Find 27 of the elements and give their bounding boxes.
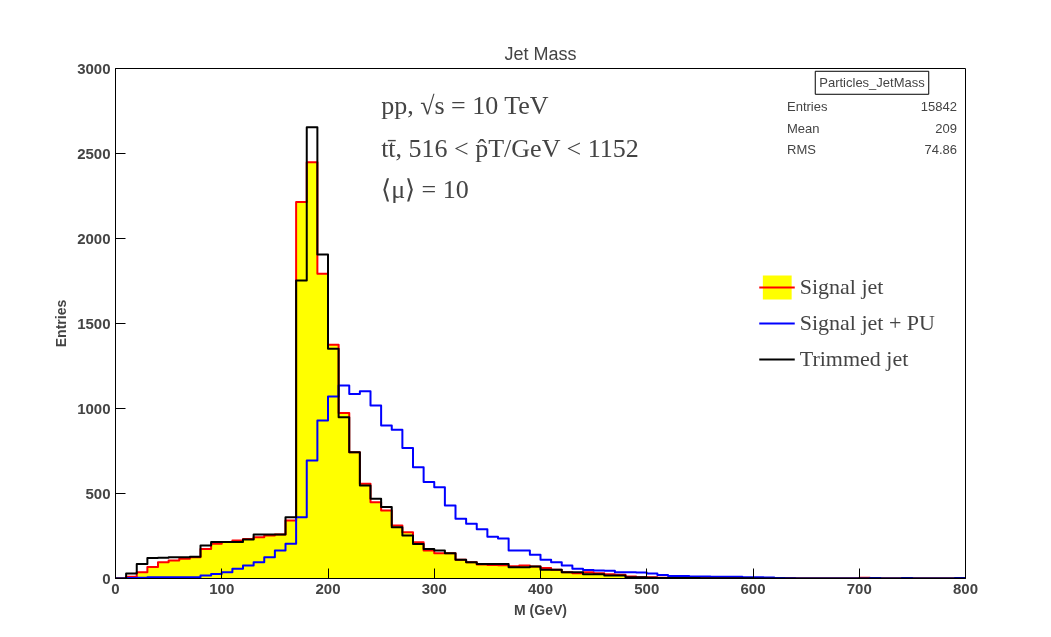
x-tick-label: 200	[315, 579, 341, 597]
annotation: pp, √s = 10 TeV	[381, 91, 549, 121]
annotation: ⟨μ⟩ = 10	[381, 174, 469, 204]
text: Mean 209	[787, 120, 958, 136]
chart-title: Jet Mass	[504, 43, 577, 64]
x-tick-label: 500	[634, 579, 660, 597]
annotation: Particles_JetMass	[819, 75, 926, 91]
text: Entries 15842	[787, 99, 958, 115]
y-axis-title: Entries	[53, 299, 70, 348]
annotation: tt̄, 516 < p̂T/GeV < 1152	[381, 133, 639, 163]
x-tick-label: 600	[740, 579, 766, 597]
x-tick-label: 300	[421, 579, 447, 597]
y-tick-label: 3000	[77, 59, 111, 77]
x-axis-title: M (GeV)	[514, 601, 567, 618]
text: RMS 74.86	[787, 142, 958, 158]
y-tick-label: 500	[85, 484, 111, 502]
x-tick-label: 100	[209, 579, 235, 597]
y-tick-label: 1000	[77, 399, 111, 417]
y-tick-label: 1500	[77, 314, 111, 332]
y-tick-label: 2000	[77, 229, 111, 247]
legend-label: Signal jet	[799, 274, 884, 300]
legend-label: Trimmed jet	[799, 346, 909, 372]
x-tick-label: 700	[846, 579, 872, 597]
y-tick-label: 2500	[77, 144, 111, 162]
legend-label: Signal jet + PU	[799, 310, 935, 336]
x-tick-label: 400	[527, 579, 554, 597]
x-tick-label: 800	[952, 579, 979, 597]
